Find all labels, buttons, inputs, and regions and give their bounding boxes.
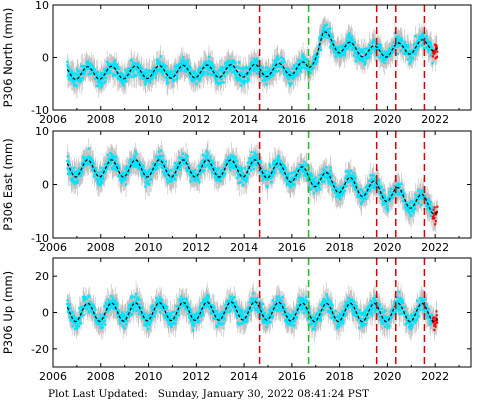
x-tick-label: 2016 [278, 370, 306, 383]
x-tick-label: 2022 [421, 241, 449, 254]
x-tick-label: 2010 [135, 370, 163, 383]
panel-north-data [66, 16, 439, 99]
x-tick-label: 2018 [326, 241, 354, 254]
x-tick-label: 2016 [278, 113, 306, 126]
plot-frame [52, 4, 472, 111]
panel-up: 2006 2008 2010 2012 2014 2016 2018 2020 2022 -20 0… [1, 257, 472, 383]
plot-last-updated: Plot Last Updated: Sunday, January 30, 2… [48, 388, 370, 400]
y-axis-label: P306 East (mm) [1, 138, 15, 230]
x-tick-label: 2006 [39, 113, 67, 126]
x-tick-label: 2010 [135, 241, 163, 254]
x-tick-label: 2008 [87, 113, 115, 126]
model-fit-line [66, 31, 439, 81]
x-tick-label: 2012 [182, 370, 210, 383]
x-tick-label: 2014 [230, 113, 258, 126]
x-tick-label: 2006 [39, 241, 67, 254]
x-tick-label: 2014 [230, 241, 258, 254]
x-tick-label: 2006 [39, 370, 67, 383]
y-tick-label: 10 [35, 125, 49, 138]
recent-positions [431, 43, 439, 60]
daily-positions [66, 147, 434, 218]
x-tick-label: 2012 [182, 113, 210, 126]
y-tick-label: -10 [31, 232, 49, 245]
x-tick-label: 2022 [421, 370, 449, 383]
panel-east: 2006 2008 2010 2012 2014 2016 2018 2020 2022 -10 0… [1, 125, 472, 254]
x-tick-label: 2020 [373, 241, 401, 254]
model-fit-line [66, 301, 439, 323]
x-tick-label: 2020 [373, 370, 401, 383]
x-tick-label: 2008 [87, 241, 115, 254]
x-tick-label: 2010 [135, 113, 163, 126]
y-tick-label: 20 [35, 270, 49, 283]
y-tick-label: 0 [42, 179, 49, 192]
x-tick-label: 2008 [87, 370, 115, 383]
panel-up-data [66, 281, 439, 343]
x-tick-label: 2014 [230, 370, 258, 383]
x-tick-label: 2012 [182, 241, 210, 254]
x-tick-label: 2018 [326, 370, 354, 383]
y-axis-label: P306 North (mm) [1, 8, 15, 108]
x-tick-label: 2016 [278, 241, 306, 254]
y-tick-label: 10 [35, 0, 49, 12]
x-tick-label: 2018 [326, 113, 354, 126]
x-tick-label: 2022 [421, 113, 449, 126]
y-tick-label: -20 [31, 343, 49, 356]
y-tick-label: 0 [42, 52, 49, 65]
panel-east-data [66, 138, 439, 233]
y-tick-label: 0 [42, 307, 49, 320]
x-tick-label: 2020 [373, 113, 401, 126]
panel-north: 2006 2008 2010 2012 2014 2016 2018 2020 2022 -10 0… [1, 0, 472, 126]
y-axis-label: P306 Up (mm) [1, 271, 15, 354]
y-tick-label: -10 [31, 104, 49, 117]
model-fit-line [66, 159, 439, 215]
